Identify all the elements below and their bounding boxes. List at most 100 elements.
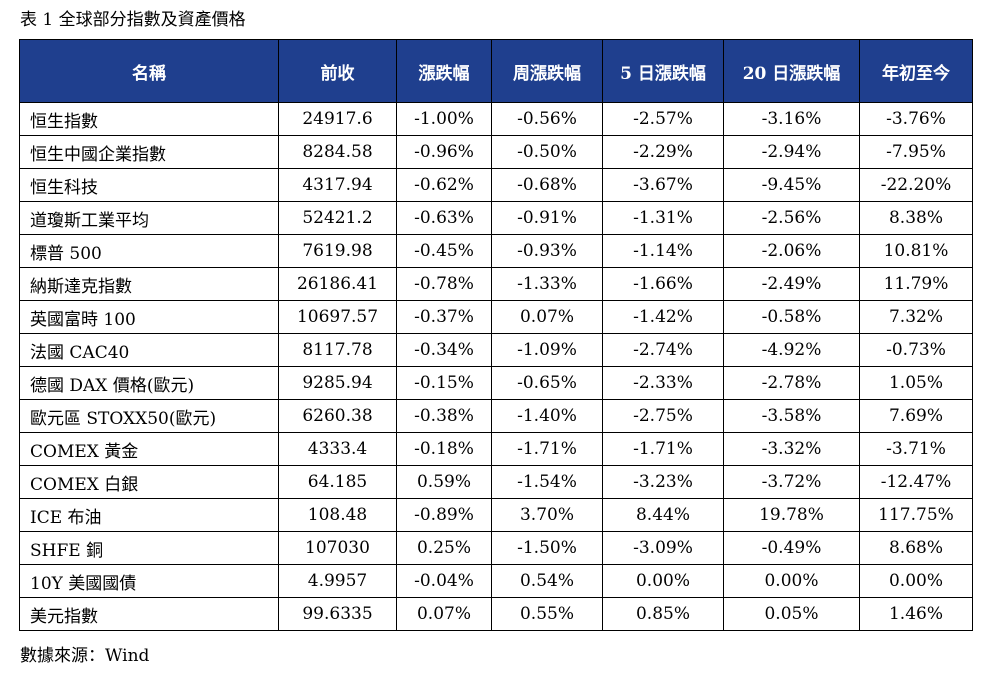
- cell-prev-close: 8117.78: [278, 333, 397, 367]
- cell-5d-change: -2.33%: [602, 366, 724, 400]
- cell-prev-close: 8284.58: [278, 135, 397, 169]
- header-change: 漲跌幅: [396, 39, 492, 103]
- cell-20d-change: -3.32%: [723, 432, 860, 466]
- cell-5d-change: -3.09%: [602, 531, 724, 565]
- table-row: 恒生科技 4317.94 -0.62% -0.68% -3.67% -9.45% -22.2…: [19, 168, 973, 202]
- cell-20d-change: -0.49%: [723, 531, 860, 565]
- table-row: COMEX 白銀 64.185 0.59% -1.54% -3.23% -3.72% -12…: [19, 465, 973, 499]
- cell-20d-change: -3.72%: [723, 465, 860, 499]
- cell-weekly-change: 0.54%: [491, 564, 603, 598]
- cell-prev-close: 64.185: [278, 465, 397, 499]
- cell-20d-change: -2.49%: [723, 267, 860, 301]
- cell-name: COMEX 白銀: [19, 465, 279, 499]
- cell-ytd-change: -22.20%: [859, 168, 973, 202]
- cell-20d-change: -3.58%: [723, 399, 860, 433]
- cell-ytd-change: 10.81%: [859, 234, 973, 268]
- cell-ytd-change: 11.79%: [859, 267, 973, 301]
- cell-change: -0.04%: [396, 564, 492, 598]
- cell-weekly-change: -0.65%: [491, 366, 603, 400]
- cell-weekly-change: -1.71%: [491, 432, 603, 466]
- cell-prev-close: 4.9957: [278, 564, 397, 598]
- cell-change: 0.25%: [396, 531, 492, 565]
- cell-5d-change: -1.71%: [602, 432, 724, 466]
- cell-ytd-change: 1.05%: [859, 366, 973, 400]
- cell-weekly-change: 0.07%: [491, 300, 603, 334]
- cell-ytd-change: -3.71%: [859, 432, 973, 466]
- cell-ytd-change: 8.68%: [859, 531, 973, 565]
- cell-20d-change: -3.16%: [723, 102, 860, 136]
- cell-prev-close: 99.6335: [278, 597, 397, 631]
- cell-prev-close: 24917.6: [278, 102, 397, 136]
- cell-weekly-change: -0.68%: [491, 168, 603, 202]
- table-row: 恒生指數 24917.6 -1.00% -0.56% -2.57% -3.16% -3.76…: [19, 102, 973, 136]
- cell-ytd-change: 8.38%: [859, 201, 973, 235]
- cell-ytd-change: 1.46%: [859, 597, 973, 631]
- cell-change: -0.38%: [396, 399, 492, 433]
- cell-5d-change: -2.29%: [602, 135, 724, 169]
- header-prev-close: 前收: [278, 39, 397, 103]
- cell-20d-change: -4.92%: [723, 333, 860, 367]
- cell-ytd-change: -3.76%: [859, 102, 973, 136]
- cell-weekly-change: -1.40%: [491, 399, 603, 433]
- cell-5d-change: -2.75%: [602, 399, 724, 433]
- cell-prev-close: 7619.98: [278, 234, 397, 268]
- cell-prev-close: 26186.41: [278, 267, 397, 301]
- table-row: 道瓊斯工業平均 52421.2 -0.63% -0.91% -1.31% -2.56% 8.…: [19, 201, 973, 235]
- cell-20d-change: 0.05%: [723, 597, 860, 631]
- cell-5d-change: -1.14%: [602, 234, 724, 268]
- data-source: 數據來源：Wind: [20, 646, 150, 666]
- cell-weekly-change: 3.70%: [491, 498, 603, 532]
- cell-change: -0.45%: [396, 234, 492, 268]
- table-row: 10Y 美國國債 4.9957 -0.04% 0.54% 0.00% 0.00% 0.00%: [19, 564, 973, 598]
- cell-change: -0.15%: [396, 366, 492, 400]
- table-row: ICE 布油 108.48 -0.89% 3.70% 8.44% 19.78% 117.75…: [19, 498, 973, 532]
- table-row: COMEX 黃金 4333.4 -0.18% -1.71% -1.71% -3.32% -3…: [19, 432, 973, 466]
- cell-name: 美元指數: [19, 597, 279, 631]
- cell-name: 恒生中國企業指數: [19, 135, 279, 169]
- cell-name: SHFE 銅: [19, 531, 279, 565]
- cell-ytd-change: -12.47%: [859, 465, 973, 499]
- cell-ytd-change: 117.75%: [859, 498, 973, 532]
- cell-change: -0.63%: [396, 201, 492, 235]
- cell-20d-change: -2.78%: [723, 366, 860, 400]
- cell-weekly-change: -1.09%: [491, 333, 603, 367]
- header-5d-change: 5 日漲跌幅: [602, 39, 724, 103]
- cell-5d-change: -3.67%: [602, 168, 724, 202]
- cell-5d-change: -2.57%: [602, 102, 724, 136]
- cell-5d-change: 0.85%: [602, 597, 724, 631]
- cell-weekly-change: -1.54%: [491, 465, 603, 499]
- cell-5d-change: -1.66%: [602, 267, 724, 301]
- table-header-row: 名稱 前收 漲跌幅 周漲跌幅 5 日漲跌幅 20 日漲跌幅 年初至今: [19, 39, 973, 103]
- cell-5d-change: -2.74%: [602, 333, 724, 367]
- table-row: 美元指數 99.6335 0.07% 0.55% 0.85% 0.05% 1.46%: [19, 597, 973, 631]
- cell-prev-close: 9285.94: [278, 366, 397, 400]
- index-table: 名稱 前收 漲跌幅 周漲跌幅 5 日漲跌幅 20 日漲跌幅 年初至今 恒生指數 2…: [19, 39, 973, 631]
- table-row: 納斯達克指數 26186.41 -0.78% -1.33% -1.66% -2.49% 11…: [19, 267, 973, 301]
- cell-change: -1.00%: [396, 102, 492, 136]
- cell-name: 納斯達克指數: [19, 267, 279, 301]
- cell-prev-close: 108.48: [278, 498, 397, 532]
- cell-name: 標普 500: [19, 234, 279, 268]
- cell-change: -0.96%: [396, 135, 492, 169]
- cell-weekly-change: -0.93%: [491, 234, 603, 268]
- cell-ytd-change: -7.95%: [859, 135, 973, 169]
- cell-ytd-change: 7.32%: [859, 300, 973, 334]
- cell-prev-close: 107030: [278, 531, 397, 565]
- cell-20d-change: -2.06%: [723, 234, 860, 268]
- cell-change: -0.18%: [396, 432, 492, 466]
- cell-5d-change: -1.42%: [602, 300, 724, 334]
- cell-20d-change: -9.45%: [723, 168, 860, 202]
- cell-name: COMEX 黃金: [19, 432, 279, 466]
- cell-name: ICE 布油: [19, 498, 279, 532]
- cell-name: 德國 DAX 價格(歐元): [19, 366, 279, 400]
- cell-name: 歐元區 STOXX50(歐元): [19, 399, 279, 433]
- table-row: SHFE 銅 107030 0.25% -1.50% -3.09% -0.49% 8.68%: [19, 531, 973, 565]
- cell-ytd-change: 0.00%: [859, 564, 973, 598]
- cell-5d-change: 0.00%: [602, 564, 724, 598]
- cell-weekly-change: -0.50%: [491, 135, 603, 169]
- table-row: 德國 DAX 價格(歐元) 9285.94 -0.15% -0.65% -2.33% -2…: [19, 366, 973, 400]
- cell-weekly-change: -1.33%: [491, 267, 603, 301]
- cell-prev-close: 52421.2: [278, 201, 397, 235]
- header-20d-change: 20 日漲跌幅: [723, 39, 860, 103]
- cell-5d-change: 8.44%: [602, 498, 724, 532]
